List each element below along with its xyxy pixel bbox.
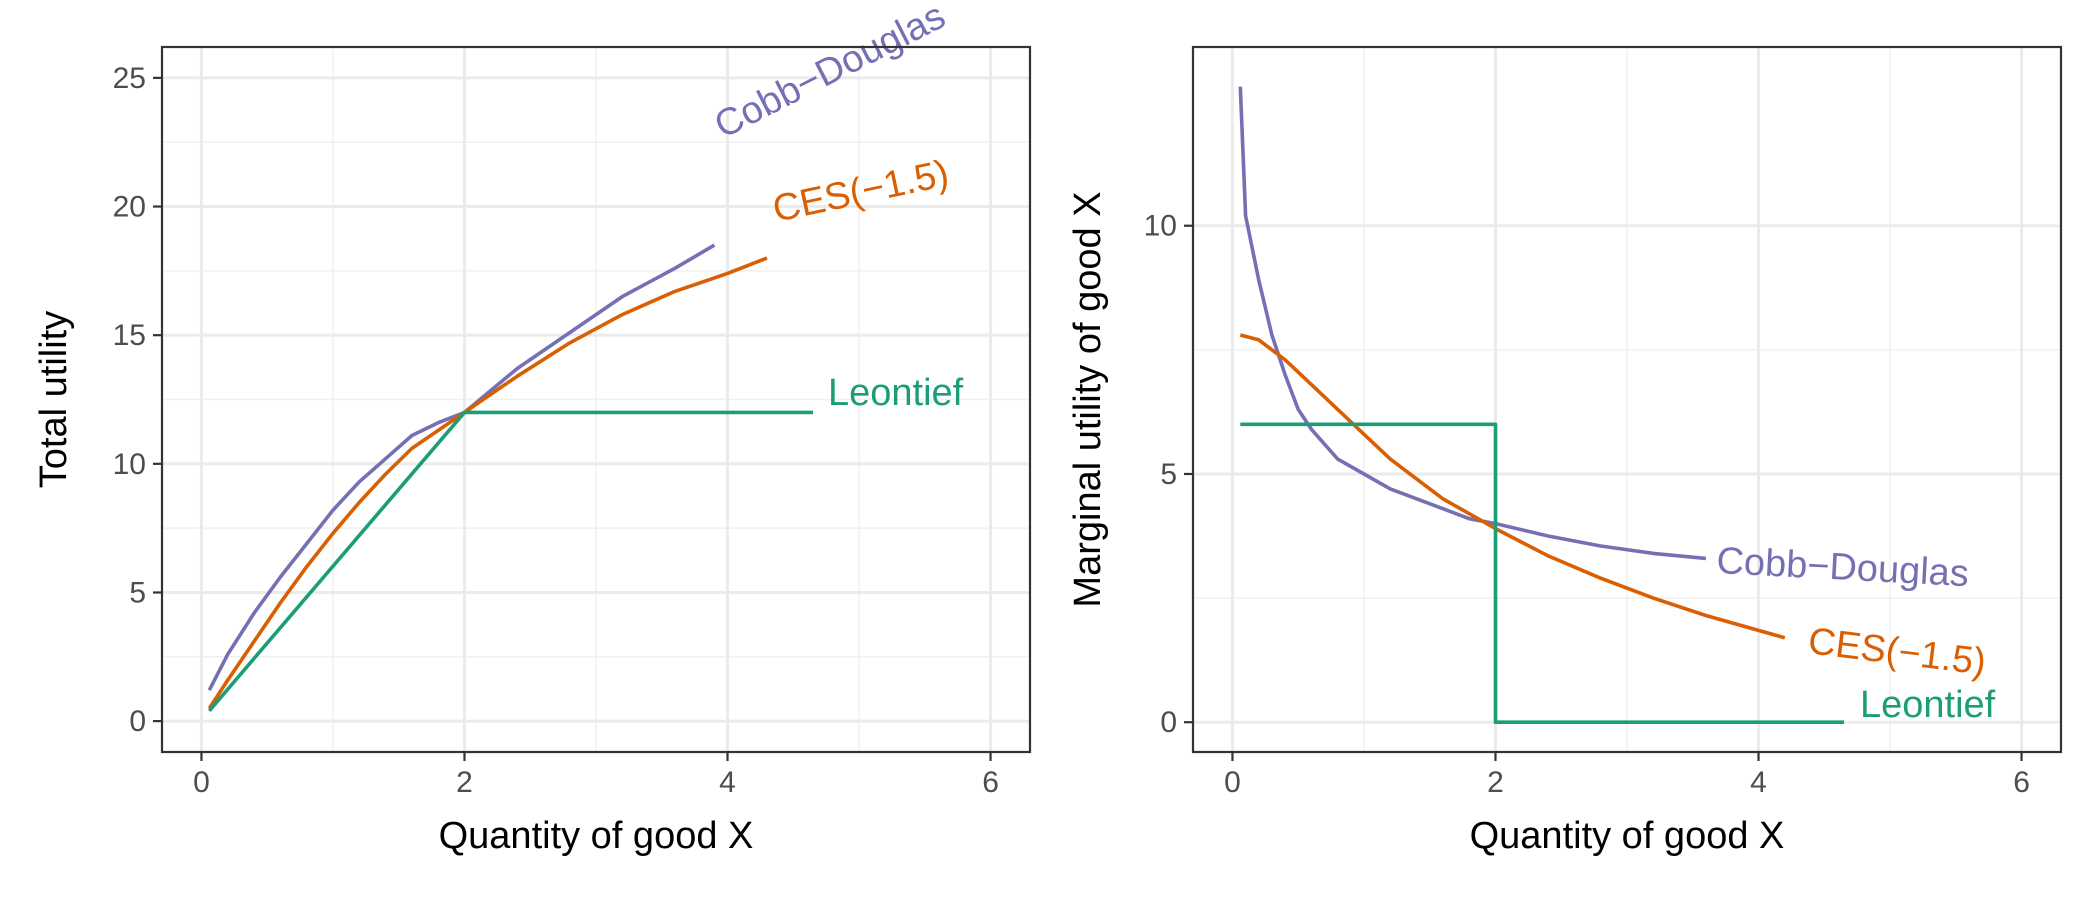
series-label-leontief: Leontief — [828, 372, 964, 414]
x-tick-label: 2 — [1487, 766, 1504, 799]
x-tick-label: 2 — [456, 766, 473, 799]
x-tick-label: 0 — [193, 766, 210, 799]
y-tick-label: 20 — [113, 191, 146, 224]
y-tick-label: 10 — [113, 448, 146, 481]
y-axis-title: Total utility — [33, 311, 75, 488]
y-tick-label: 10 — [1144, 210, 1177, 243]
series-line-leontief — [1240, 422, 1844, 724]
series-line-ces — [207, 256, 768, 710]
series-line-leontief — [207, 410, 813, 712]
series-line-cobb-douglas — [207, 243, 716, 692]
x-tick-label: 0 — [1224, 766, 1241, 799]
series-line-cobb-douglas — [1238, 86, 1707, 561]
y-tick-label: 5 — [1160, 458, 1177, 491]
panel-border — [160, 45, 1032, 754]
x-tick-label: 6 — [982, 766, 999, 799]
x-axis-title: Quantity of good X — [439, 815, 754, 857]
x-axis-title: Quantity of good X — [1470, 815, 1785, 857]
series-label-leontief: Leontief — [1860, 684, 1996, 726]
series-line-ces — [1239, 333, 1786, 640]
x-tick-label: 4 — [1750, 766, 1767, 799]
y-tick-label: 25 — [113, 62, 146, 95]
x-tick-label: 6 — [2013, 766, 2030, 799]
y-axis-title: Marginal utility of good X — [1067, 191, 1109, 607]
x-tick-label: 4 — [719, 766, 736, 799]
panel-border — [1191, 45, 2063, 754]
y-tick-label: 5 — [129, 576, 146, 609]
y-tick-label: 15 — [113, 319, 146, 352]
y-tick-label: 0 — [129, 705, 146, 738]
y-tick-label: 0 — [1160, 706, 1177, 739]
